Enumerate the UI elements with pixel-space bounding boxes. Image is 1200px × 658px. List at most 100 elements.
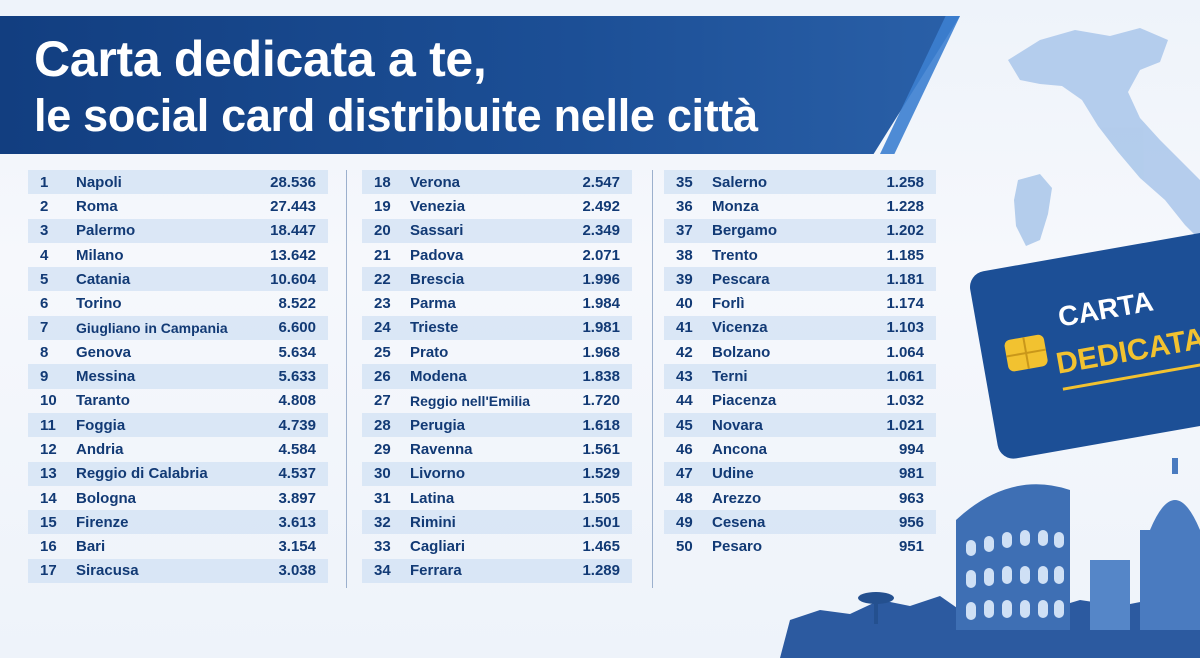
city-name: Genova bbox=[76, 343, 132, 361]
rank: 6 bbox=[40, 295, 49, 313]
city-name: Andria bbox=[76, 440, 124, 458]
card-count: 1.720 bbox=[582, 392, 620, 410]
table-row: 32 Rimini 1.501 bbox=[362, 510, 632, 535]
rank: 47 bbox=[676, 465, 693, 483]
city-name: Ancona bbox=[712, 440, 768, 458]
table-row: 7 Giugliano in Campania 6.600 bbox=[28, 315, 328, 341]
card-count: 28.536 bbox=[270, 173, 316, 191]
rank: 11 bbox=[40, 416, 56, 434]
card-count: 1.185 bbox=[886, 246, 924, 264]
table-row: 33 Cagliari 1.465 bbox=[362, 534, 632, 558]
city-name: Trieste bbox=[410, 319, 459, 337]
city-name: Modena bbox=[410, 368, 467, 386]
rank: 45 bbox=[676, 416, 693, 434]
city-name: Bologna bbox=[76, 489, 136, 507]
table-row: 39 Pescara 1.181 bbox=[664, 267, 936, 292]
city-name: Giugliano in Campania bbox=[76, 319, 228, 336]
card-count: 1.202 bbox=[886, 222, 924, 240]
card-count: 1.032 bbox=[886, 392, 924, 410]
table-row: 6 Torino 8.522 bbox=[28, 291, 328, 315]
table-row: 45 Novara 1.021 bbox=[664, 412, 936, 438]
rank: 9 bbox=[40, 368, 49, 386]
rank: 24 bbox=[374, 319, 391, 337]
city-name: Arezzo bbox=[712, 489, 762, 507]
city-name: Pescara bbox=[712, 270, 770, 288]
rank: 15 bbox=[40, 513, 57, 531]
card-count: 994 bbox=[898, 440, 924, 458]
rank: 35 bbox=[676, 173, 693, 191]
rank: 44 bbox=[676, 392, 693, 410]
city-name: Catania bbox=[76, 270, 131, 288]
rank: 33 bbox=[374, 538, 391, 556]
card-count: 1.258 bbox=[886, 173, 924, 191]
card-count: 1.228 bbox=[886, 197, 924, 215]
card-count: 2.547 bbox=[582, 173, 620, 191]
rank: 29 bbox=[374, 440, 391, 458]
table-row: 26 Modena 1.838 bbox=[362, 364, 632, 389]
table-row: 50 Pesaro 951 bbox=[664, 534, 936, 558]
city-name: Bolzano bbox=[712, 343, 771, 361]
city-name: Bergamo bbox=[712, 222, 778, 240]
rank: 49 bbox=[676, 513, 693, 531]
city-name: Latina bbox=[410, 489, 455, 507]
card-count: 1.501 bbox=[582, 513, 620, 531]
card-count: 2.492 bbox=[582, 197, 620, 215]
card-count: 1.838 bbox=[582, 368, 620, 386]
card-count: 13.642 bbox=[270, 246, 316, 264]
table-row: 29 Ravenna 1.561 bbox=[362, 437, 632, 461]
card-count: 8.522 bbox=[278, 295, 316, 313]
rank: 5 bbox=[40, 270, 49, 288]
table-row: 19 Venezia 2.492 bbox=[362, 194, 632, 218]
card-count: 1.618 bbox=[582, 416, 620, 434]
rank: 37 bbox=[676, 222, 693, 240]
table-row: 44 Piacenza 1.032 bbox=[664, 389, 936, 413]
table-row: 3 Palermo 18.447 bbox=[28, 218, 328, 243]
table-row: 48 Arezzo 963 bbox=[664, 486, 936, 510]
table-row: 25 Prato 1.968 bbox=[362, 340, 632, 364]
italy-map-icon bbox=[1008, 28, 1200, 246]
city-name: Salerno bbox=[712, 173, 768, 191]
city-name: Udine bbox=[712, 465, 754, 483]
city-name: Padova bbox=[410, 246, 464, 264]
card-count: 1.981 bbox=[582, 319, 620, 337]
rank: 48 bbox=[676, 489, 693, 507]
table-row: 5 Catania 10.604 bbox=[28, 267, 328, 292]
city-name: Perugia bbox=[410, 416, 466, 434]
page-subtitle: le social card distribuite nelle città bbox=[34, 90, 758, 141]
card-count: 1.968 bbox=[582, 343, 620, 361]
table-row: 12 Andria 4.584 bbox=[28, 437, 328, 461]
card-count: 951 bbox=[898, 538, 924, 556]
colosseum-icon bbox=[956, 484, 1070, 630]
rank: 50 bbox=[676, 538, 693, 556]
table-row: 8 Genova 5.634 bbox=[28, 340, 328, 364]
card-count: 1.061 bbox=[886, 368, 924, 386]
rank: 40 bbox=[676, 295, 693, 313]
rank: 26 bbox=[374, 368, 391, 386]
table-row: 23 Parma 1.984 bbox=[362, 291, 632, 315]
rank: 31 bbox=[374, 489, 391, 507]
city-name: Cesena bbox=[712, 513, 766, 531]
table-row: 37 Bergamo 1.202 bbox=[664, 218, 936, 243]
city-name: Napoli bbox=[76, 173, 122, 191]
rank: 39 bbox=[676, 270, 693, 288]
pine-tree-icon bbox=[858, 592, 894, 624]
card-count: 6.600 bbox=[278, 319, 316, 337]
card-count: 3.897 bbox=[278, 489, 316, 507]
social-card: CARTA DEDICATA A bbox=[970, 231, 1200, 459]
rank: 36 bbox=[676, 197, 693, 215]
city-name: Pesaro bbox=[712, 538, 763, 556]
table-row: 16 Bari 3.154 bbox=[28, 534, 328, 558]
card-count: 1.064 bbox=[886, 343, 924, 361]
table-row: 20 Sassari 2.349 bbox=[362, 218, 632, 243]
table-row: 9 Messina 5.633 bbox=[28, 364, 328, 389]
ranking-column-1: 1 Napoli 28.536 2 Roma 27.443 3 Palermo 18.447… bbox=[28, 170, 328, 584]
rank: 2 bbox=[40, 197, 49, 215]
rank: 18 bbox=[374, 173, 391, 191]
rank: 46 bbox=[676, 440, 693, 458]
city-name: Ravenna bbox=[410, 440, 473, 458]
city-name: Milano bbox=[76, 246, 124, 264]
title-banner bbox=[0, 16, 960, 154]
table-row: 27 Reggio nell'Emilia 1.720 bbox=[362, 389, 632, 413]
city-name: Reggio di Calabria bbox=[76, 465, 208, 483]
table-row: 49 Cesena 956 bbox=[664, 510, 936, 535]
